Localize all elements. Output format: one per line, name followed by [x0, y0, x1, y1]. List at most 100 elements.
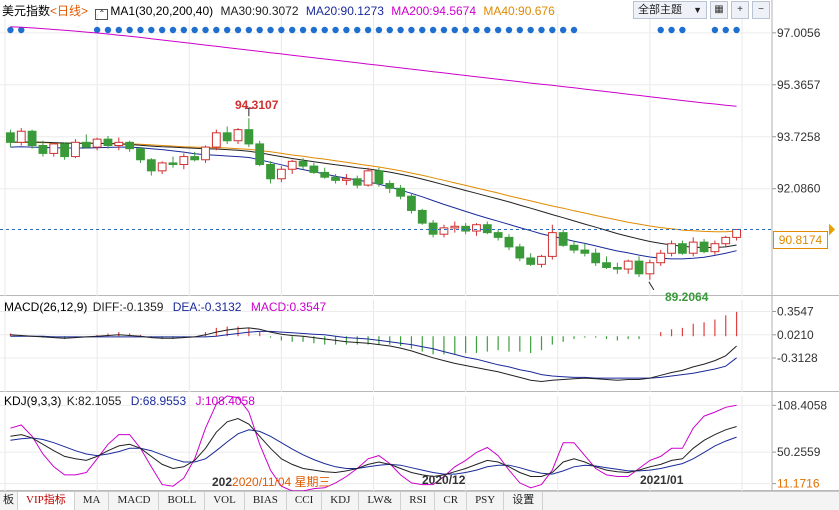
tab-rsi[interactable]: RSI: [401, 492, 436, 510]
ma40-label: MA40:90.676: [483, 4, 555, 18]
signal-dot: [289, 26, 296, 34]
signal-dot: [158, 26, 166, 34]
signal-dot: [375, 26, 383, 34]
candle-body: [721, 236, 731, 245]
macd-chart[interactable]: 0.3547 0.0210 -0.3128: [0, 296, 839, 392]
signal-dot: [93, 26, 101, 34]
tab-bias[interactable]: BIAS: [245, 492, 287, 510]
tab-cci[interactable]: CCI: [287, 492, 323, 510]
tab-cr[interactable]: CR: [435, 492, 468, 510]
signal-dot: [419, 26, 426, 34]
candle-body: [688, 241, 698, 254]
candle-body: [645, 262, 655, 275]
date-label-dec: 2020/12: [422, 473, 466, 487]
signal-dot: [668, 26, 675, 34]
candle-body: [114, 141, 124, 146]
date-label-nov-prefix: 202: [212, 475, 233, 489]
tab-kdj[interactable]: KDJ: [322, 492, 360, 510]
signal-dot: [473, 26, 480, 34]
candle-body: [482, 224, 492, 234]
candle-body: [320, 171, 330, 178]
candle-body: [396, 187, 405, 197]
signal-dot: [321, 26, 328, 34]
k-line: [10, 417, 737, 478]
candle-body: [710, 243, 720, 253]
candle-body: [461, 225, 471, 232]
signal-dot: [202, 26, 209, 34]
period-label[interactable]: <日线>: [50, 4, 89, 18]
signal-dot: [169, 26, 177, 34]
tab-psy[interactable]: PSY: [467, 492, 505, 510]
add-icon[interactable]: +: [731, 1, 749, 19]
kdj-title: KDJ(9,3,3): [4, 394, 62, 408]
tab-lw[interactable]: LW&: [359, 492, 402, 510]
d-line: [10, 429, 737, 475]
tab-vol[interactable]: VOL: [205, 492, 245, 510]
date-hover-label: 2020/11/04 星期三: [232, 475, 331, 489]
theme-dropdown[interactable]: 全部主题 ▼: [633, 1, 707, 19]
candle-body: [504, 236, 514, 248]
tab-boll[interactable]: BOLL: [159, 492, 206, 510]
candle-body: [38, 144, 48, 154]
price-tick-label: 95.3657: [777, 78, 821, 92]
signal-dot: [267, 26, 274, 34]
tab-settings[interactable]: 设置: [504, 492, 544, 510]
candle-body: [211, 132, 221, 148]
settings-grid-icon[interactable]: ▦: [710, 1, 728, 19]
candle-body: [92, 138, 102, 148]
candle-body: [168, 162, 178, 166]
candle-body: [157, 162, 167, 172]
macd-header: MACD(26,12,9) DIFF:-0.1359 DEA:-0.3132 M…: [4, 300, 326, 314]
candle-body: [677, 243, 687, 254]
k-label: K:82.1055: [66, 394, 122, 408]
tab-ma[interactable]: MA: [75, 492, 110, 510]
candle-body: [634, 260, 644, 275]
signal-dot: [451, 26, 458, 34]
candle-body: [71, 141, 80, 158]
kdj-header: KDJ(9,3,3) K:82.1055 D:68.9553 J:108.405…: [4, 394, 255, 408]
candle-body: [547, 232, 557, 257]
kdj-chart[interactable]: 108.4058 50.2559 11.1716: [0, 392, 839, 491]
candle-body: [472, 224, 481, 232]
candle-body: [602, 262, 611, 268]
candle-body: [298, 160, 308, 167]
candle-body: [526, 257, 536, 265]
signal-dot: [527, 26, 534, 34]
signal-dot: [191, 26, 198, 34]
price-tick-label: 97.0056: [777, 26, 821, 40]
candle-body: [580, 249, 590, 254]
candle-body: [201, 146, 210, 161]
candle-body: [374, 170, 384, 185]
ma200-label: MA200:94.5674: [391, 4, 477, 18]
date-label-jan: 2021/01: [640, 473, 684, 487]
signal-dot: [115, 26, 123, 34]
candle-body: [255, 143, 265, 166]
minus-icon[interactable]: −: [752, 1, 770, 19]
tab-vip-indicator[interactable]: VIP指标: [18, 492, 75, 510]
candle-body: [6, 132, 15, 143]
signal-dot: [256, 26, 263, 34]
d-label: D:68.9553: [130, 394, 187, 408]
candle-body: [363, 170, 373, 186]
date-label-nov: 2022020/11/04 星期三: [212, 473, 331, 490]
j-line: [10, 395, 737, 491]
candle-body: [537, 255, 546, 265]
main-price-chart[interactable]: 97.0056 95.3657 93.7258 92.0860: [0, 0, 839, 296]
candle-body: [81, 141, 91, 148]
candle-body: [612, 266, 622, 270]
current-price-tag: 90.8174: [773, 231, 828, 249]
signal-dot: [148, 26, 155, 34]
candle-body: [417, 209, 427, 224]
signal-dot: [549, 26, 556, 34]
price-tick-label: 93.7258: [777, 130, 821, 144]
indicator-icon[interactable]: ⌃: [95, 9, 109, 20]
signal-dot: [429, 26, 437, 34]
candle-body: [623, 260, 633, 270]
candle-body: [179, 156, 189, 166]
candle-body: [125, 141, 135, 150]
signal-dot: [213, 26, 220, 34]
tab-board[interactable]: 板: [0, 492, 18, 510]
main-header: 美元指数<日线> ⌃ MA1(30,20,200,40) MA30:90.3072…: [2, 2, 555, 20]
tab-macd[interactable]: MACD: [109, 492, 160, 510]
